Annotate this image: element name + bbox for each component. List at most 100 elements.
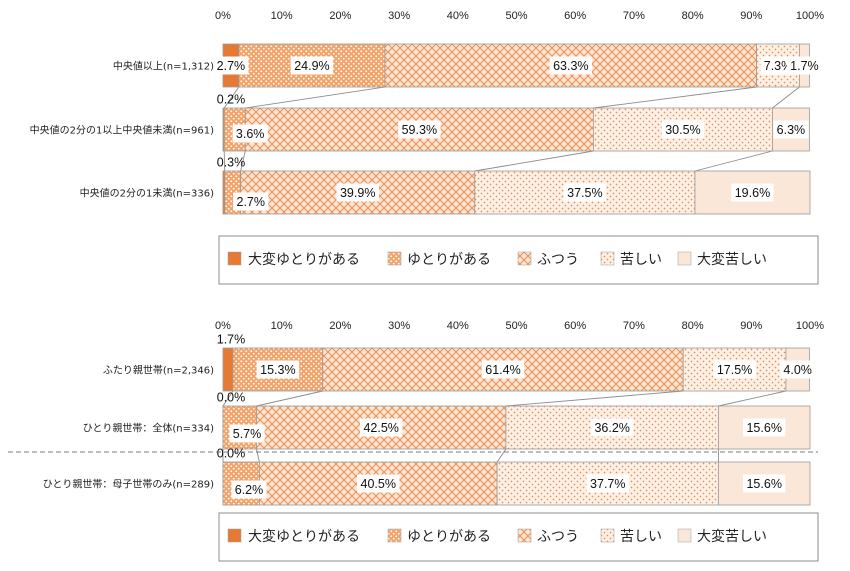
bar-segment-comfortable — [238, 43, 386, 88]
legend-swatch-normal — [517, 528, 532, 543]
series-connector-line — [718, 390, 787, 407]
data-label-background — [229, 424, 265, 443]
data-label: 1.7% — [217, 333, 246, 347]
data-label: 15.6% — [746, 477, 781, 491]
legend-label-very-hard: 大変苦しい — [697, 251, 767, 268]
series-connector-line — [593, 86, 757, 109]
data-label: 2.7% — [237, 195, 266, 209]
legend-label-normal: ふつう — [537, 529, 579, 545]
data-label: 42.5% — [363, 421, 398, 435]
data-label: 0.0% — [217, 391, 246, 405]
data-label: 6.2% — [235, 483, 264, 497]
data-label-background — [290, 56, 334, 75]
data-label-background — [742, 474, 786, 493]
data-label-background — [233, 192, 269, 211]
chart-panel-household: 0% 10% 20% 30% 40% 50% 60% 70% 80% 90% 100% ふたり親世帯(… — [43, 320, 824, 506]
x-tick-label: 70% — [623, 10, 645, 22]
legend-label-very-comfortable: 大変ゆとりがある — [248, 251, 360, 268]
x-tick-label: 10% — [271, 10, 293, 22]
series-connector-line — [496, 448, 507, 463]
series-connector-line — [223, 86, 240, 109]
data-label-background — [590, 418, 634, 437]
series-connector-line — [240, 150, 246, 172]
x-tick-label: 50% — [505, 10, 527, 22]
x-tick-label: 100% — [796, 320, 824, 332]
legend-swatch-comfortable — [387, 251, 402, 266]
data-label-background — [586, 474, 630, 493]
legend-swatch-very-comfortable — [227, 528, 242, 543]
series-connector-line — [245, 86, 386, 109]
series-connector-line — [474, 150, 594, 172]
x-tick-label: 40% — [447, 10, 469, 22]
x-tick-label: 20% — [329, 10, 351, 22]
series-connector-line — [256, 448, 260, 463]
data-label-background — [256, 360, 300, 379]
legend-swatch-very-hard — [677, 528, 692, 543]
data-label: 1.7% — [790, 59, 819, 73]
data-label: 39.9% — [340, 186, 375, 200]
data-label-background — [780, 360, 816, 379]
data-label: 37.7% — [590, 477, 625, 491]
legend-swatch-normal — [517, 251, 532, 266]
legend-swatch-very-comfortable — [227, 251, 242, 266]
data-label: 15.6% — [746, 421, 781, 435]
data-label: 4.0% — [783, 363, 812, 377]
bar-segment-very-comfortable — [222, 347, 234, 392]
series-connector-line — [694, 150, 773, 172]
legend-label-very-comfortable: 大変ゆとりがある — [248, 528, 360, 545]
series-connector-line — [256, 390, 323, 407]
series-connector-line — [505, 390, 684, 407]
data-label: 0.0% — [217, 447, 246, 461]
category-label: 中央値の2分の1以上中央値未満(n=961) — [30, 124, 214, 137]
legend-income: 大変ゆとりがある ゆとりがある ふつう 苦しい 大変苦しい — [218, 235, 819, 285]
x-tick-label: 40% — [447, 320, 469, 332]
data-label: 36.2% — [594, 421, 629, 435]
legend-swatch-very-hard — [677, 251, 692, 266]
data-label-background — [481, 360, 525, 379]
legend-label-normal: ふつう — [537, 252, 579, 268]
data-label: 7.3% — [764, 59, 793, 73]
legend-label-very-hard: 大変苦しい — [697, 528, 767, 545]
x-tick-label: 90% — [740, 320, 762, 332]
data-label-background — [336, 183, 379, 202]
data-label: 63.3% — [553, 59, 588, 73]
data-label-background — [713, 360, 756, 379]
data-label-background — [398, 120, 441, 139]
data-label: 5.7% — [233, 427, 262, 441]
category-label: ひとり親世帯：母子世帯のみ(n=289) — [43, 478, 214, 491]
data-label-background — [773, 120, 809, 139]
data-label: 40.5% — [361, 477, 396, 491]
data-label-background — [359, 418, 403, 437]
legend-household: 大変ゆとりがある ゆとりがある ふつう 苦しい 大変苦しい — [218, 512, 819, 562]
x-tick-label: 10% — [271, 320, 293, 332]
legend-label-hard: 苦しい — [620, 529, 662, 545]
data-label-background — [742, 418, 786, 437]
legend-swatch-hard — [600, 528, 615, 543]
category-label: 中央値の2分の1未満(n=336) — [80, 187, 214, 200]
x-tick-label: 90% — [740, 10, 762, 22]
data-label: 59.3% — [402, 123, 437, 137]
data-label: 6.3% — [777, 123, 806, 137]
legend-label-comfortable: ゆとりがある — [407, 529, 491, 545]
data-label-background — [760, 56, 796, 75]
category-label: ひとり親世帯：全体(n=334) — [83, 422, 214, 435]
bar-segment-hard — [682, 347, 787, 392]
legend-label-comfortable: ゆとりがある — [407, 252, 491, 268]
data-label: 17.5% — [717, 363, 752, 377]
data-label: 0.2% — [217, 93, 246, 107]
x-tick-label: 20% — [329, 320, 351, 332]
bar-segment-normal — [258, 461, 498, 506]
x-tick-label: 30% — [388, 320, 410, 332]
data-label: 0.3% — [217, 156, 246, 170]
x-tick-label: 80% — [682, 320, 704, 332]
data-label: 61.4% — [485, 363, 520, 377]
x-tick-label: 0% — [215, 320, 231, 332]
data-label: 19.6% — [735, 186, 770, 200]
data-label-background — [731, 183, 774, 202]
series-connector-line — [772, 86, 800, 109]
x-tick-label: 0% — [215, 10, 231, 22]
x-tick-label: 100% — [796, 10, 824, 22]
x-tick-label: 50% — [505, 320, 527, 332]
data-label-background — [661, 120, 705, 139]
